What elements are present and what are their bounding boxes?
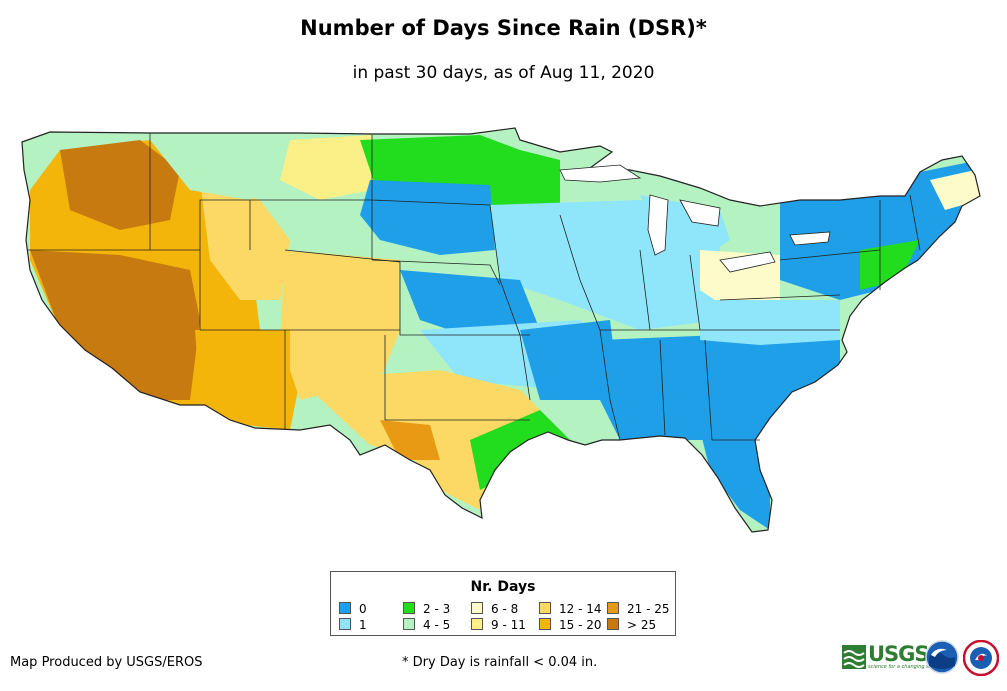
- legend-label: 9 - 11: [491, 618, 526, 632]
- legend-swatch: [339, 618, 351, 630]
- legend-label: 15 - 20: [559, 618, 602, 632]
- legend-item: 0: [339, 602, 367, 616]
- legend-label: 1: [359, 618, 367, 632]
- legend-item: 12 - 14: [539, 602, 602, 616]
- usgs-logo: USGS science for a changing world: [842, 642, 940, 670]
- legend: Nr. Days 0 1 2 - 3 4 - 5 6 - 8 9 - 11 12…: [330, 571, 676, 636]
- legend-item: > 25: [607, 618, 656, 632]
- map-title: Number of Days Since Rain (DSR)*: [300, 16, 707, 40]
- legend-swatch: [403, 618, 415, 630]
- credit-text: Map Produced by USGS/EROS: [10, 655, 203, 670]
- footnote-text: * Dry Day is rainfall < 0.04 in.: [402, 655, 598, 670]
- legend-label: 0: [359, 602, 367, 616]
- nws-logo-icon: [963, 640, 999, 676]
- legend-item: 6 - 8: [471, 602, 518, 616]
- legend-swatch: [471, 618, 483, 630]
- legend-swatch: [403, 602, 415, 614]
- legend-swatch: [607, 602, 619, 614]
- legend-label: > 25: [627, 618, 657, 632]
- usgs-logo-text: USGS: [868, 642, 930, 666]
- legend-item: 15 - 20: [539, 618, 602, 632]
- legend-label: 12 - 14: [559, 602, 602, 616]
- legend-label: 4 - 5: [423, 618, 451, 632]
- legend-item: 21 - 25: [607, 602, 670, 616]
- legend-item: 1: [339, 618, 367, 632]
- legend-label: 2 - 3: [423, 602, 451, 616]
- usgs-tagline: science for a changing world: [868, 664, 940, 670]
- legend-swatch: [607, 618, 619, 630]
- legend-item: 2 - 3: [403, 602, 450, 616]
- legend-swatch: [339, 602, 351, 614]
- legend-item: 9 - 11: [471, 618, 526, 632]
- usgs-wave-icon: [842, 645, 866, 669]
- legend-swatch: [539, 618, 551, 630]
- legend-label: 6 - 8: [491, 602, 519, 616]
- legend-title: Nr. Days: [470, 579, 536, 595]
- noaa-logo-icon: [925, 640, 959, 674]
- legend-label: 21 - 25: [627, 602, 670, 616]
- legend-swatch: [539, 602, 551, 614]
- map-subtitle: in past 30 days, as of Aug 11, 2020: [352, 63, 655, 83]
- state-boundaries: [28, 133, 921, 441]
- legend-item: 4 - 5: [403, 618, 450, 632]
- dsr-raster: [22, 128, 980, 532]
- legend-swatch: [471, 602, 483, 614]
